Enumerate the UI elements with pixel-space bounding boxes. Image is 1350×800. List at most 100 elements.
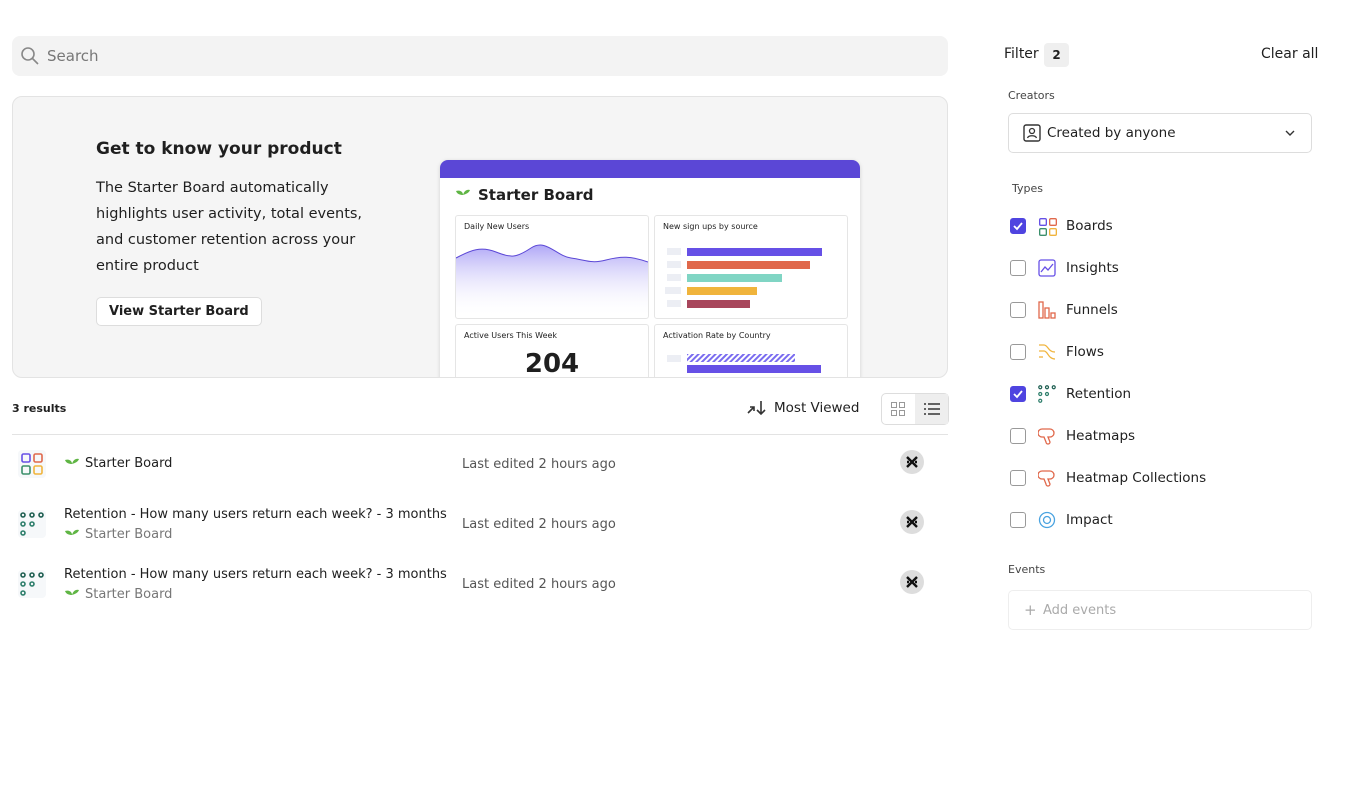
row-icon bbox=[18, 510, 46, 538]
promo-banner: Get to know your product The Starter Boa… bbox=[12, 96, 948, 378]
preview-card: Starter Board Daily New Users New sign u… bbox=[440, 160, 860, 378]
result-row[interactable]: Starter Board Last edited 2 hours ago bbox=[12, 435, 948, 493]
avatar-icon bbox=[906, 576, 918, 588]
avatar bbox=[900, 450, 924, 474]
list-view[interactable] bbox=[915, 394, 948, 424]
row-board: Starter Board bbox=[85, 527, 173, 542]
type-option[interactable]: Flows bbox=[1010, 343, 1310, 363]
type-icon bbox=[1038, 511, 1056, 533]
retention-icon bbox=[20, 512, 44, 536]
sprout-icon bbox=[65, 458, 79, 471]
active-users-value: 204 bbox=[524, 349, 580, 378]
heatmap-collections-icon bbox=[1037, 470, 1055, 487]
row-board: Starter Board bbox=[85, 587, 173, 602]
section-label: Types bbox=[1012, 182, 1043, 195]
checkbox[interactable] bbox=[1010, 260, 1026, 276]
preview-tile: New sign ups by source bbox=[654, 215, 848, 319]
view-toggle bbox=[881, 393, 949, 425]
checkbox[interactable] bbox=[1010, 218, 1026, 234]
clear-all[interactable]: Clear all bbox=[1261, 46, 1319, 62]
promo-button[interactable]: View Starter Board bbox=[96, 297, 262, 326]
sprout-icon bbox=[65, 589, 79, 602]
type-icon bbox=[1038, 217, 1058, 241]
checkbox[interactable] bbox=[1010, 344, 1026, 360]
creators-dropdown[interactable]: Created by anyone bbox=[1008, 113, 1312, 153]
type-option[interactable]: Impact bbox=[1010, 511, 1310, 531]
type-label: Heatmap Collections bbox=[1066, 470, 1207, 486]
sort-button[interactable]: Most Viewed bbox=[774, 400, 860, 416]
sprout-icon bbox=[456, 189, 470, 202]
funnels-icon bbox=[1038, 301, 1056, 319]
result-row[interactable]: Retention - How many users return each w… bbox=[12, 495, 948, 553]
retention-icon bbox=[20, 572, 44, 596]
board-icon bbox=[21, 453, 43, 475]
tile-bars bbox=[667, 354, 821, 373]
section-label: Events bbox=[1008, 563, 1046, 576]
creators-value: Created by anyone bbox=[1047, 125, 1176, 141]
add-events-label: Add events bbox=[1043, 603, 1117, 618]
chevron bbox=[1285, 130, 1295, 136]
check-mark bbox=[1013, 390, 1023, 399]
promo-title: Get to know your product bbox=[96, 139, 342, 159]
avatar-icon bbox=[906, 516, 918, 528]
type-icon bbox=[1037, 427, 1056, 449]
checkbox[interactable] bbox=[1010, 512, 1026, 528]
type-option[interactable]: Heatmaps bbox=[1010, 427, 1310, 447]
sprout bbox=[64, 456, 80, 475]
type-label: Boards bbox=[1066, 218, 1113, 234]
filter-count: 2 bbox=[1044, 43, 1069, 67]
plus-icon: + bbox=[1024, 601, 1037, 619]
impact-icon bbox=[1038, 511, 1056, 529]
row-icon bbox=[18, 450, 46, 478]
row-name: Starter Board bbox=[85, 456, 173, 471]
type-option[interactable]: Insights bbox=[1010, 259, 1310, 279]
avatar bbox=[900, 510, 924, 534]
sprout bbox=[64, 527, 80, 546]
result-row[interactable]: Retention - How many users return each w… bbox=[12, 555, 948, 613]
type-icon bbox=[1037, 469, 1056, 491]
tile-label: Active Users This Week bbox=[464, 331, 558, 340]
type-label: Retention bbox=[1066, 386, 1132, 402]
row-name: Retention - How many users return each w… bbox=[64, 507, 447, 522]
type-option[interactable]: Retention bbox=[1010, 385, 1310, 405]
tile-label: New sign ups by source bbox=[663, 222, 758, 231]
checkbox[interactable] bbox=[1010, 470, 1026, 486]
type-option[interactable]: Funnels bbox=[1010, 301, 1310, 321]
divider bbox=[12, 434, 948, 435]
flows-icon bbox=[1039, 344, 1056, 360]
type-label: Funnels bbox=[1066, 302, 1118, 318]
sprout bbox=[64, 587, 80, 606]
type-label: Flows bbox=[1066, 344, 1104, 360]
insights-icon bbox=[1038, 259, 1056, 277]
preview-tile: Active Users This Week 204 bbox=[455, 324, 649, 378]
type-option[interactable]: Boards bbox=[1010, 217, 1310, 237]
heatmaps-icon bbox=[1037, 428, 1055, 445]
checkbox[interactable] bbox=[1010, 428, 1026, 444]
row-edited: Last edited 2 hours ago bbox=[462, 577, 616, 592]
row-name: Retention - How many users return each w… bbox=[64, 567, 447, 582]
grid-view[interactable] bbox=[891, 402, 905, 416]
promo-body: The Starter Board automatically highligh… bbox=[96, 180, 363, 274]
filter-title: Filter bbox=[1004, 46, 1039, 62]
type-label: Heatmaps bbox=[1066, 428, 1136, 444]
type-label: Impact bbox=[1066, 512, 1113, 528]
checkbox[interactable] bbox=[1010, 302, 1026, 318]
preview-tile: Daily New Users bbox=[455, 215, 649, 319]
type-option[interactable]: Heatmap Collections bbox=[1010, 469, 1310, 489]
board-icon bbox=[1039, 218, 1057, 236]
retention-icon bbox=[1038, 385, 1056, 403]
search-placeholder: Search bbox=[47, 47, 99, 65]
type-label: Insights bbox=[1066, 260, 1119, 276]
user-icon bbox=[1023, 124, 1041, 142]
result-count: 3 results bbox=[12, 402, 67, 415]
type-icon bbox=[1038, 343, 1056, 365]
tile-label: Daily New Users bbox=[464, 222, 530, 231]
add-events[interactable]: + Add events bbox=[1008, 590, 1312, 630]
row-edited: Last edited 2 hours ago bbox=[462, 517, 616, 532]
type-icon bbox=[1038, 301, 1056, 323]
type-icon bbox=[1038, 385, 1056, 407]
search-bar[interactable]: Search bbox=[12, 36, 948, 76]
row-icon bbox=[18, 570, 46, 598]
checkbox[interactable] bbox=[1010, 386, 1026, 402]
